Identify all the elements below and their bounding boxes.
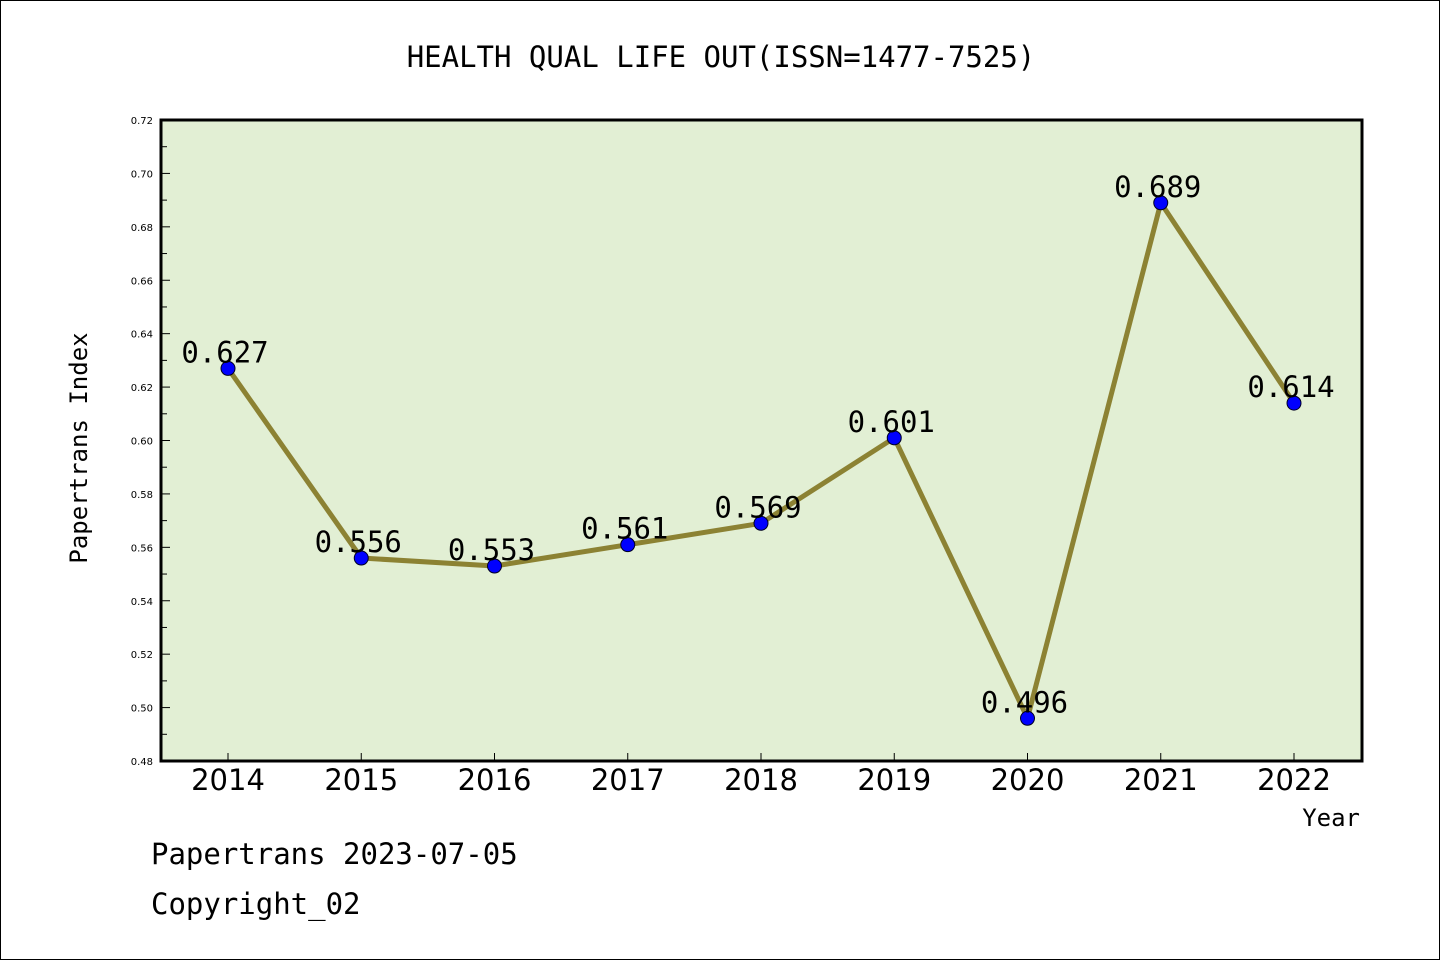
- x-axis-ticks: 2014 2015 2016 2017 2018 2019 2020 2021 2022: [191, 753, 1331, 797]
- x-tick-label: 2020: [991, 763, 1065, 797]
- data-point: [620, 537, 636, 553]
- chart-title: HEALTH QUAL LIFE OUT(ISSN=1477-7525): [407, 40, 1036, 74]
- data-point: [353, 550, 369, 566]
- data-label: 0.569: [714, 490, 801, 524]
- x-axis-label: Year: [1302, 804, 1360, 832]
- data-label: 0.561: [581, 512, 668, 546]
- x-tick-label: 2014: [191, 763, 265, 797]
- x-tick-label: 2021: [1124, 763, 1198, 797]
- y-tick-label: 0.66: [131, 276, 153, 287]
- y-tick-label: 0.60: [131, 437, 153, 448]
- data-point: [1020, 710, 1035, 726]
- data-label: 0.689: [1114, 170, 1201, 204]
- data-point: [886, 430, 902, 446]
- y-tick-label: 0.64: [131, 330, 153, 341]
- data-label: 0.601: [848, 405, 935, 439]
- data-point: [753, 515, 769, 531]
- y-tick-label: 0.56: [131, 543, 153, 554]
- data-label: 0.553: [448, 533, 535, 567]
- y-axis-label: Papertrans Index: [65, 332, 93, 563]
- x-tick-label: 2019: [857, 763, 931, 797]
- data-label: 0.556: [315, 525, 402, 559]
- data-point: [220, 360, 236, 376]
- x-tick-label: 2016: [458, 763, 532, 797]
- data-point: [1153, 195, 1169, 211]
- y-axis-ticks: 0.48 0.50 0.52 0.54 0.56 0.58 0.60 0.62 0.64 0.66…: [131, 116, 170, 768]
- x-tick-label: 2017: [591, 763, 665, 797]
- plot-area: [159, 118, 1364, 763]
- x-tick-label: 2015: [324, 763, 398, 797]
- y-tick-label: 0.58: [131, 490, 153, 501]
- y-tick-label: 0.68: [131, 223, 153, 234]
- data-label: 0.627: [181, 335, 268, 369]
- data-label: 0.614: [1247, 370, 1334, 404]
- footer-date: Papertrans 2023-07-05: [151, 837, 518, 871]
- y-tick-label: 0.52: [131, 650, 153, 661]
- y-tick-label: 0.72: [131, 116, 153, 127]
- data-point: [487, 558, 502, 574]
- data-label: 0.496: [981, 685, 1068, 719]
- y-tick-label: 0.54: [131, 597, 153, 608]
- y-tick-label: 0.70: [131, 169, 153, 180]
- y-tick-label: 0.62: [131, 383, 153, 394]
- series-markers: [220, 195, 1302, 726]
- y-tick-label: 0.48: [131, 757, 153, 768]
- y-tick-label: 0.50: [131, 704, 153, 715]
- x-tick-label: 2022: [1257, 763, 1331, 797]
- footer-copyright: Copyright_02: [151, 887, 361, 922]
- data-point: [1286, 395, 1302, 411]
- x-tick-label: 2018: [724, 763, 798, 797]
- data-labels: 0.627 0.556 0.553 0.561 0.569 0.601 0.496 0.689…: [181, 170, 1334, 719]
